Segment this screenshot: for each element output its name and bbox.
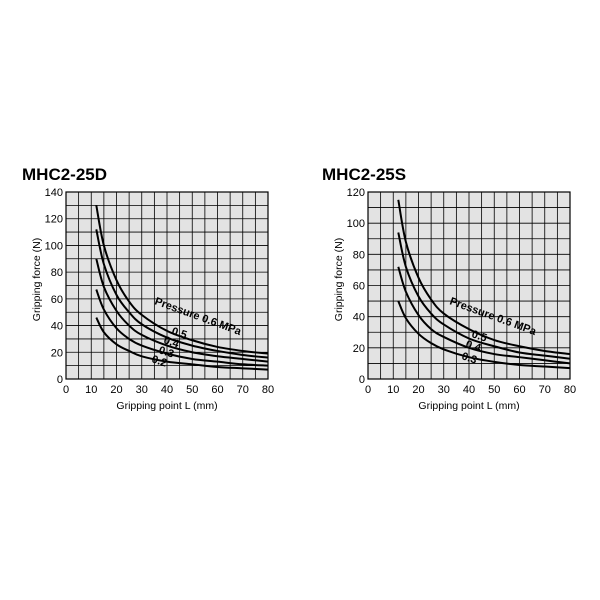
- x-tick-label: 40: [161, 384, 173, 396]
- y-axis-label: Gripping force (N): [333, 238, 345, 321]
- series-label-0-2: 0.2: [150, 353, 168, 369]
- chart-title: MHC2-25S: [322, 165, 406, 184]
- y-tick-label: 20: [353, 343, 365, 355]
- x-tick-label: 80: [262, 384, 274, 396]
- series-line-0-2: [95, 317, 269, 371]
- x-axis-label: Gripping point L (mm): [418, 400, 519, 412]
- x-tick-label: 30: [136, 384, 148, 396]
- series-line-0-4: [95, 258, 269, 363]
- y-tick-label: 140: [45, 187, 63, 199]
- x-tick-label: 20: [412, 384, 424, 396]
- series-line-0-6: [95, 205, 269, 355]
- y-tick-label: 0: [57, 374, 63, 386]
- x-tick-label: 0: [365, 384, 371, 396]
- y-tick-label: 60: [51, 294, 63, 306]
- series-label-0-3: 0.3: [157, 344, 175, 360]
- series-label-0-3: 0.3: [460, 350, 478, 366]
- y-tick-label: 120: [347, 187, 365, 199]
- y-tick-label: 120: [45, 214, 63, 226]
- x-tick-label: 60: [513, 384, 525, 396]
- series-line-0-3: [397, 300, 571, 370]
- series-line-0-6: [397, 199, 571, 356]
- x-tick-label: 30: [438, 384, 450, 396]
- y-tick-label: 0: [359, 374, 365, 386]
- x-tick-label: 50: [488, 384, 500, 396]
- y-axis-label: Gripping force (N): [31, 238, 43, 321]
- x-tick-label: 70: [237, 384, 249, 396]
- series-label-0-5: 0.5: [470, 328, 488, 344]
- x-tick-label: 60: [211, 384, 223, 396]
- x-tick-label: 0: [63, 384, 69, 396]
- y-tick-label: 100: [45, 240, 63, 252]
- series-label-0-5: 0.5: [170, 325, 188, 341]
- series-label-0-4: 0.4: [464, 338, 483, 354]
- y-tick-label: 60: [353, 281, 365, 293]
- x-tick-label: 80: [564, 384, 576, 396]
- x-tick-label: 40: [463, 384, 475, 396]
- y-tick-label: 40: [353, 312, 365, 324]
- x-tick-label: 10: [85, 384, 97, 396]
- chart-title: MHC2-25D: [22, 165, 107, 184]
- series-label-0-4: 0.4: [162, 334, 181, 350]
- y-tick-label: 100: [347, 218, 365, 230]
- y-tick-label: 40: [51, 321, 63, 333]
- x-tick-label: 70: [539, 384, 551, 396]
- x-axis-label: Gripping point L (mm): [116, 400, 217, 412]
- series-line-0-5: [95, 229, 269, 359]
- x-tick-label: 50: [186, 384, 198, 396]
- series-line-0-5: [397, 232, 571, 360]
- series-line-0-4: [397, 266, 571, 365]
- y-tick-label: 80: [51, 267, 63, 279]
- y-tick-label: 80: [353, 249, 365, 261]
- x-tick-label: 20: [110, 384, 122, 396]
- y-tick-label: 20: [51, 347, 63, 359]
- x-tick-label: 10: [387, 384, 399, 396]
- series-line-0-3: [95, 289, 269, 367]
